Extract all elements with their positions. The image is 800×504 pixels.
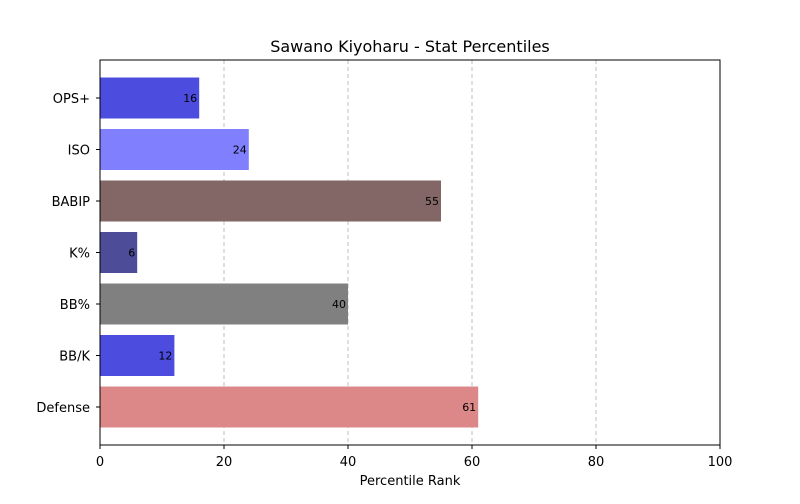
data-label: 24 xyxy=(233,144,247,157)
data-label: 55 xyxy=(425,195,439,208)
bar xyxy=(100,283,348,325)
x-axis-title: Percentile Rank xyxy=(360,474,461,489)
data-label: 6 xyxy=(128,247,135,260)
chart-title: Sawano Kiyoharu - Stat Percentiles xyxy=(270,37,550,56)
y-tick-label: BABIP xyxy=(52,195,91,210)
data-label: 16 xyxy=(183,92,197,105)
bar xyxy=(100,180,441,222)
data-label: 12 xyxy=(158,350,172,363)
x-tick-label: 80 xyxy=(588,455,605,470)
x-tick-label: 20 xyxy=(216,455,233,470)
data-labels: 16 24 55 6 40 12 61 xyxy=(128,92,476,414)
x-tick-label: 40 xyxy=(340,455,357,470)
data-label: 40 xyxy=(332,298,346,311)
y-tick-label: OPS+ xyxy=(53,92,90,107)
bar xyxy=(100,77,200,119)
y-tick-label: BB% xyxy=(60,298,90,313)
y-axis: OPS+ ISO BABIP K% BB% BB/K Defense xyxy=(36,92,100,416)
bar xyxy=(100,335,175,376)
bar xyxy=(100,232,138,273)
bars xyxy=(100,77,479,428)
grid-lines xyxy=(223,60,597,445)
x-axis: 0 20 40 60 80 100 xyxy=(96,445,733,470)
bar xyxy=(100,129,249,170)
y-tick-label: K% xyxy=(69,247,90,262)
x-tick-label: 100 xyxy=(708,455,733,470)
y-tick-label: BB/K xyxy=(59,350,90,365)
y-tick-label: Defense xyxy=(36,401,90,416)
x-tick-label: 0 xyxy=(96,455,104,470)
bar xyxy=(100,386,479,428)
y-tick-label: ISO xyxy=(68,144,90,159)
data-label: 61 xyxy=(462,401,476,414)
x-tick-label: 60 xyxy=(464,455,481,470)
